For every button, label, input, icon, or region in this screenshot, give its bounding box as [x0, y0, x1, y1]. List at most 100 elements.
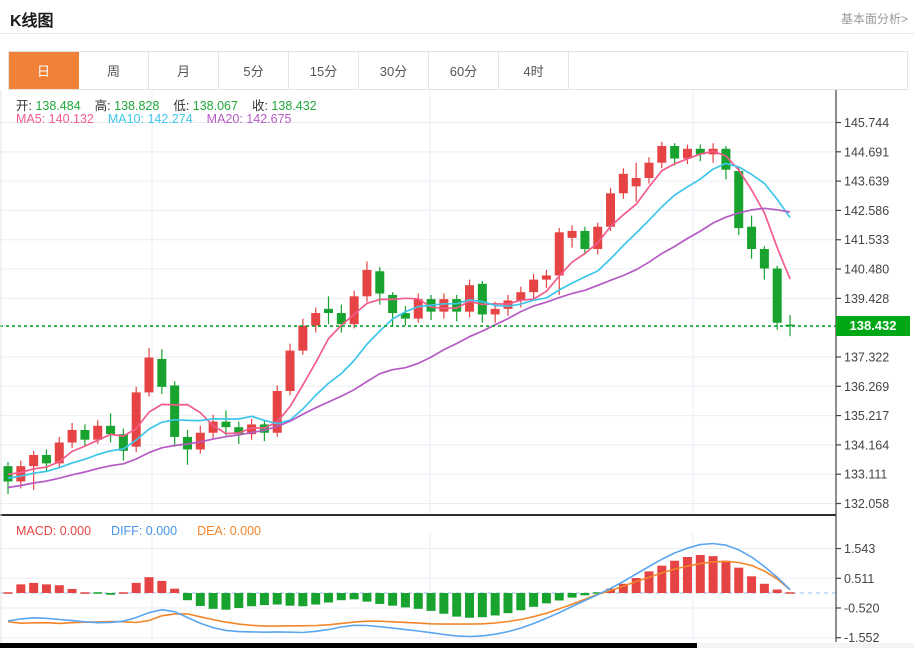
macd-hist-bar [247, 593, 257, 607]
macd-hist-bar [721, 560, 731, 593]
candle-body [324, 308, 333, 314]
legend-item: MA5: 140.132 [16, 112, 94, 126]
macd-hist-bar [400, 593, 410, 608]
macd-hist-bar [208, 593, 218, 609]
macd-hist-bar [477, 593, 487, 618]
tab-日[interactable]: 日 [9, 52, 79, 89]
price-label: 142.586 [844, 204, 889, 218]
macd-hist-bar [195, 593, 205, 606]
macd-hist-bar [144, 577, 154, 593]
macd-hist-bar [695, 554, 705, 593]
legend-item: 开: 138.484 [16, 99, 81, 113]
macd-hist-bar [3, 592, 13, 594]
candle-body [785, 324, 795, 327]
macd-hist-bar [182, 593, 192, 601]
candle-body [695, 148, 705, 155]
candle-body [118, 434, 128, 451]
macd-hist-bar [298, 593, 308, 607]
scrollbar-thumb[interactable] [0, 643, 697, 648]
legend-item: 高: 138.828 [94, 99, 160, 113]
legend-item: DEA: 0.000 [197, 524, 262, 538]
legend-item: MACD: 0.000 [16, 524, 92, 538]
ma-legend: MA5: 140.132 MA10: 142.274 MA20: 142.675 [16, 112, 305, 126]
candle-body [131, 392, 141, 447]
fundamental-analysis-link[interactable]: 基本面分析> [840, 12, 908, 26]
candle-body [772, 268, 782, 323]
candle-body [554, 232, 564, 276]
macd-hist-bar [118, 592, 128, 594]
tab-15分[interactable]: 15分 [289, 52, 359, 89]
candle-body [93, 425, 103, 440]
candle-body [759, 249, 769, 269]
candle-body [721, 148, 731, 170]
candle-body [747, 226, 757, 250]
candle-body [362, 269, 372, 297]
macd-label: -0.520 [844, 601, 879, 615]
candle-body [67, 429, 77, 443]
candle-body [439, 299, 449, 312]
macd-hist-bar [67, 588, 77, 593]
macd-hist-bar [157, 580, 167, 593]
candle-body [272, 390, 282, 433]
price-label: 134.164 [844, 438, 889, 452]
candle-body [400, 313, 410, 319]
candle-body [234, 427, 244, 435]
tab-30分[interactable]: 30分 [359, 52, 429, 89]
macd-hist-bar [529, 593, 539, 607]
candle-body [349, 296, 359, 325]
candle-body [734, 171, 744, 229]
macd-hist-bar [708, 556, 718, 593]
macd-hist-bar [465, 593, 475, 618]
candle-body [529, 279, 539, 293]
candle-body [16, 466, 26, 482]
candle-body [311, 313, 321, 326]
candle-body [644, 162, 654, 179]
candle-body [221, 421, 231, 428]
candle-body [336, 313, 346, 325]
macd-label: -1.552 [844, 631, 879, 645]
tab-5分[interactable]: 5分 [219, 52, 289, 89]
price-label: 145.744 [844, 116, 889, 130]
price-label: 133.111 [844, 468, 887, 482]
macd-hist-bar [734, 567, 744, 593]
candle-body [631, 178, 641, 187]
macd-hist-bar [41, 584, 51, 593]
candle-body [580, 230, 590, 250]
macd-hist-bar [272, 593, 282, 605]
tab-月[interactable]: 月 [149, 52, 219, 89]
candle-body [516, 292, 526, 301]
macd-hist-bar [324, 593, 333, 603]
tab-4时[interactable]: 4时 [499, 52, 569, 89]
price-label: 140.480 [844, 263, 889, 277]
candle-body [106, 425, 116, 435]
macd-hist-bar [16, 584, 26, 593]
macd-hist-bar [580, 593, 590, 596]
candle-body [618, 173, 628, 194]
candle-body [670, 145, 680, 159]
diff-line [7, 542, 791, 638]
tab-周[interactable]: 周 [79, 52, 149, 89]
macd-hist-bar [644, 571, 654, 593]
candle-body [375, 271, 385, 294]
macd-hist-bar [80, 592, 90, 594]
legend-item: 收: 138.432 [251, 99, 317, 113]
candle-body [413, 299, 423, 319]
macd-hist-bar [285, 593, 295, 606]
macd-hist-bar [221, 593, 231, 610]
macd-hist-bar [439, 593, 449, 614]
tab-60分[interactable]: 60分 [429, 52, 499, 89]
current-price-badge: 138.432 [836, 316, 910, 336]
candle-body [285, 350, 295, 391]
candle-body [54, 442, 64, 464]
price-label: 141.533 [844, 233, 889, 247]
macd-hist-bar [29, 582, 39, 593]
macd-hist-bar [388, 593, 398, 606]
price-label: 137.322 [844, 350, 889, 364]
candle-body [541, 275, 551, 280]
macd-hist-bar [785, 592, 795, 594]
price-label: 132.058 [844, 497, 889, 511]
candle-body [298, 325, 308, 351]
macd-hist-bar [375, 593, 385, 604]
macd-hist-bar [759, 583, 769, 593]
